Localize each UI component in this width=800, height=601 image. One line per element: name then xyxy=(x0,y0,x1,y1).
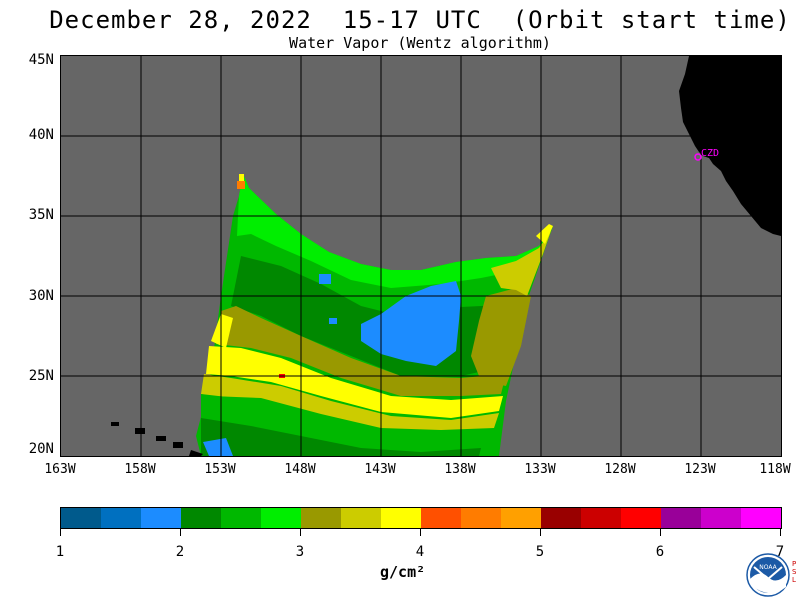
colorbar-swatch xyxy=(701,508,741,528)
colorbar-swatch xyxy=(141,508,181,528)
lon-label-128w: 128W xyxy=(604,462,636,477)
colorbar-swatch xyxy=(261,508,301,528)
map-title: December 28, 2022 15-17 UTC (Orbit start… xyxy=(49,6,791,34)
lon-label-153w: 153W xyxy=(204,462,236,477)
lat-label-40n: 40N xyxy=(28,127,54,143)
colorbar-swatch xyxy=(581,508,621,528)
land-hawaii-maui xyxy=(173,442,183,448)
land-hawaii-oahu xyxy=(135,428,145,434)
land-hawaii-kauai xyxy=(111,422,119,426)
colorbar-label-2: 2 xyxy=(175,544,185,560)
swath-yellowgreen-upper-right xyxy=(491,231,551,296)
swath-yellow-band xyxy=(206,346,503,418)
grid-lines xyxy=(61,56,781,456)
lon-label-133w: 133W xyxy=(524,462,556,477)
colorbar-swatch xyxy=(541,508,581,528)
colorbar-swatch xyxy=(61,508,101,528)
lat-label-25n: 25N xyxy=(28,368,54,384)
lat-label-45n: 45N xyxy=(28,52,54,68)
logo-text: NOAA xyxy=(759,564,777,571)
water-vapor-map: CZD xyxy=(60,55,782,457)
colorbar-swatch xyxy=(741,508,781,528)
lon-label-118w: 118W xyxy=(759,462,791,477)
colorbar-swatch xyxy=(661,508,701,528)
colorbar-tick xyxy=(780,528,781,536)
lon-label-138w: 138W xyxy=(444,462,476,477)
swath-yellow-tip xyxy=(536,224,553,244)
swath-yellow-spot xyxy=(239,174,244,181)
colorbar-swatch xyxy=(381,508,421,528)
colorbar-swatch xyxy=(181,508,221,528)
colorbar-swatch xyxy=(501,508,541,528)
swath-orange-tip xyxy=(237,181,245,189)
lat-label-20n: 20N xyxy=(28,441,54,457)
swath-olive-right xyxy=(471,288,531,386)
swath-blue-patch xyxy=(361,281,461,366)
station-label: CZD xyxy=(701,148,719,159)
colorbar-label-1: 1 xyxy=(55,544,65,560)
lon-label-123w: 123W xyxy=(684,462,716,477)
swath-olive-left xyxy=(216,306,506,396)
swath-blue-bit xyxy=(329,318,337,324)
colorbar-tick xyxy=(660,528,661,536)
colorbar-label-4: 4 xyxy=(415,544,425,560)
colorbar-swatch xyxy=(421,508,461,528)
swath-olive-lower xyxy=(201,374,499,430)
swath-blue-bottom xyxy=(203,438,233,456)
lat-label-30n: 30N xyxy=(28,288,54,304)
colorbar-swatch xyxy=(101,508,141,528)
lon-label-163w: 163W xyxy=(44,462,76,477)
swath-blue-bit xyxy=(319,274,331,284)
colorbar-label-3: 3 xyxy=(295,544,305,560)
map-subtitle: Water Vapor (Wentz algorithm) xyxy=(289,34,551,52)
swath-darkgreen-lower xyxy=(201,418,481,456)
colorbar-swatch xyxy=(221,508,261,528)
lat-label-35n: 35N xyxy=(28,207,54,223)
colorbar-tick xyxy=(420,528,421,536)
colorbar-label-5: 5 xyxy=(535,544,545,560)
lon-label-158w: 158W xyxy=(124,462,156,477)
land-hawaii-molokai xyxy=(156,436,166,441)
colorbar-tick xyxy=(300,528,301,536)
land-california xyxy=(679,56,781,236)
land-hawaii-big-island xyxy=(189,450,203,456)
colorbar-tick xyxy=(540,528,541,536)
colorbar-swatch xyxy=(301,508,341,528)
colorbar-swatch xyxy=(341,508,381,528)
colorbar-swatch xyxy=(461,508,501,528)
colorbar-unit: g/cm² xyxy=(380,563,426,581)
colorbar xyxy=(60,507,782,529)
colorbar-tick xyxy=(60,528,61,536)
colorbar-swatch xyxy=(621,508,661,528)
lon-label-148w: 148W xyxy=(284,462,316,477)
swath-bright-green-top xyxy=(237,174,553,288)
noaa-logo-icon: NOAA xyxy=(746,553,790,597)
colorbar-label-7: 7 xyxy=(775,544,785,560)
station-marker-icon xyxy=(694,153,702,161)
swath-yellow-left xyxy=(211,314,233,348)
colorbar-label-6: 6 xyxy=(655,544,665,560)
colorbar-tick xyxy=(180,528,181,536)
lon-label-143w: 143W xyxy=(364,462,396,477)
